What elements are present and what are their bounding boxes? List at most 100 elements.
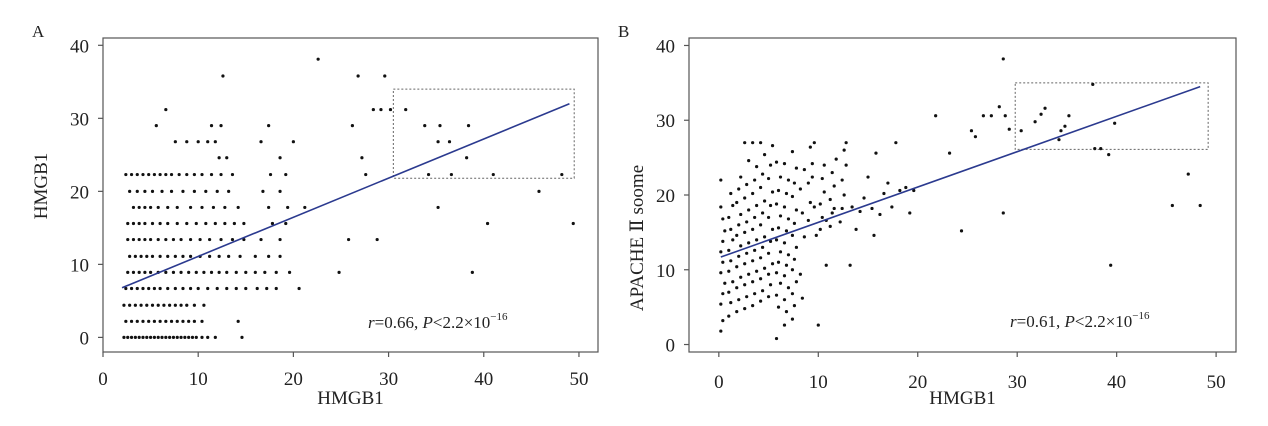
data-point — [782, 162, 787, 166]
correlation-annotation: r=0.61, P<2.2×10−16 — [1010, 310, 1150, 331]
data-point — [200, 172, 204, 177]
data-point — [129, 319, 134, 323]
data-point — [491, 172, 495, 177]
regression-line — [720, 85, 1201, 258]
data-point — [133, 335, 137, 339]
data-point — [800, 296, 804, 300]
data-point — [221, 74, 225, 78]
data-point — [731, 238, 735, 242]
data-point — [253, 270, 257, 275]
data-point — [727, 248, 731, 252]
data-point — [760, 245, 765, 249]
data-point — [760, 289, 765, 293]
data-point — [832, 206, 836, 211]
data-point — [316, 57, 320, 61]
data-point — [156, 205, 160, 210]
data-point — [840, 178, 844, 182]
data-point — [766, 251, 771, 255]
data-point — [141, 286, 145, 291]
data-point — [166, 221, 170, 226]
data-point — [812, 205, 816, 209]
data-point — [274, 270, 278, 275]
data-point — [934, 114, 938, 118]
data-point — [751, 191, 755, 196]
data-point — [727, 314, 731, 318]
data-point — [267, 124, 271, 128]
data-point — [794, 166, 799, 170]
data-point — [735, 233, 739, 237]
data-point — [751, 141, 755, 145]
data-point — [774, 293, 779, 297]
data-point — [139, 254, 143, 258]
x-tick-label: 10 — [809, 372, 828, 393]
data-point — [790, 233, 795, 237]
data-point — [148, 270, 153, 275]
data-point — [782, 205, 787, 209]
data-point — [816, 323, 820, 327]
data-point — [337, 270, 341, 275]
data-point — [278, 237, 282, 242]
data-point — [571, 221, 575, 226]
data-point — [152, 335, 157, 339]
data-point — [723, 281, 727, 285]
data-point — [124, 319, 128, 323]
data-point — [719, 250, 723, 254]
data-point — [747, 159, 751, 163]
data-point — [947, 151, 952, 155]
data-point — [426, 172, 431, 177]
data-point — [219, 124, 223, 128]
data-point — [175, 205, 179, 210]
y-tick-label: 0 — [80, 328, 90, 349]
data-point — [297, 286, 301, 291]
data-point — [814, 233, 818, 237]
data-point — [790, 194, 795, 199]
regression-line — [121, 102, 570, 289]
data-point — [739, 212, 743, 217]
data-point — [770, 144, 775, 148]
data-point — [719, 205, 723, 209]
highlight-box — [392, 88, 575, 179]
data-point — [737, 254, 741, 258]
data-point — [141, 319, 145, 323]
data-point — [759, 277, 763, 281]
data-point — [181, 319, 185, 323]
data-point — [878, 212, 882, 217]
y-tick-label: 40 — [656, 36, 675, 57]
data-point — [194, 335, 198, 339]
data-point — [253, 254, 257, 258]
data-point — [286, 205, 290, 210]
data-point — [346, 237, 351, 242]
data-point — [755, 164, 759, 169]
data-point — [784, 191, 789, 196]
data-point — [217, 254, 221, 258]
data-point — [485, 221, 490, 226]
data-point — [973, 135, 978, 139]
data-point — [818, 202, 822, 206]
data-point — [560, 172, 564, 177]
data-point — [230, 237, 235, 242]
data-point — [989, 114, 993, 118]
data-point — [270, 221, 275, 226]
data-point — [164, 270, 168, 275]
data-point — [152, 172, 157, 177]
data-point — [832, 184, 836, 188]
data-point — [760, 172, 765, 176]
chart-panel-a: A 0 10 20 30 40 50 0 10 20 30 40 HMGB1 HMGB1 r=0.66, P… — [31, 22, 599, 409]
data-point — [768, 203, 773, 208]
data-point — [782, 323, 787, 327]
data-point — [862, 196, 866, 200]
data-point — [890, 205, 894, 209]
data-point — [388, 107, 393, 112]
data-point — [166, 286, 170, 291]
data-point — [236, 319, 240, 323]
data-point — [719, 329, 723, 333]
data-point — [723, 229, 727, 233]
data-point — [466, 124, 471, 128]
data-point — [794, 245, 799, 249]
data-point — [135, 319, 139, 323]
data-point — [729, 301, 733, 305]
data-point — [371, 107, 375, 112]
data-point — [356, 74, 360, 78]
data-point — [213, 140, 217, 144]
data-point — [762, 235, 767, 239]
